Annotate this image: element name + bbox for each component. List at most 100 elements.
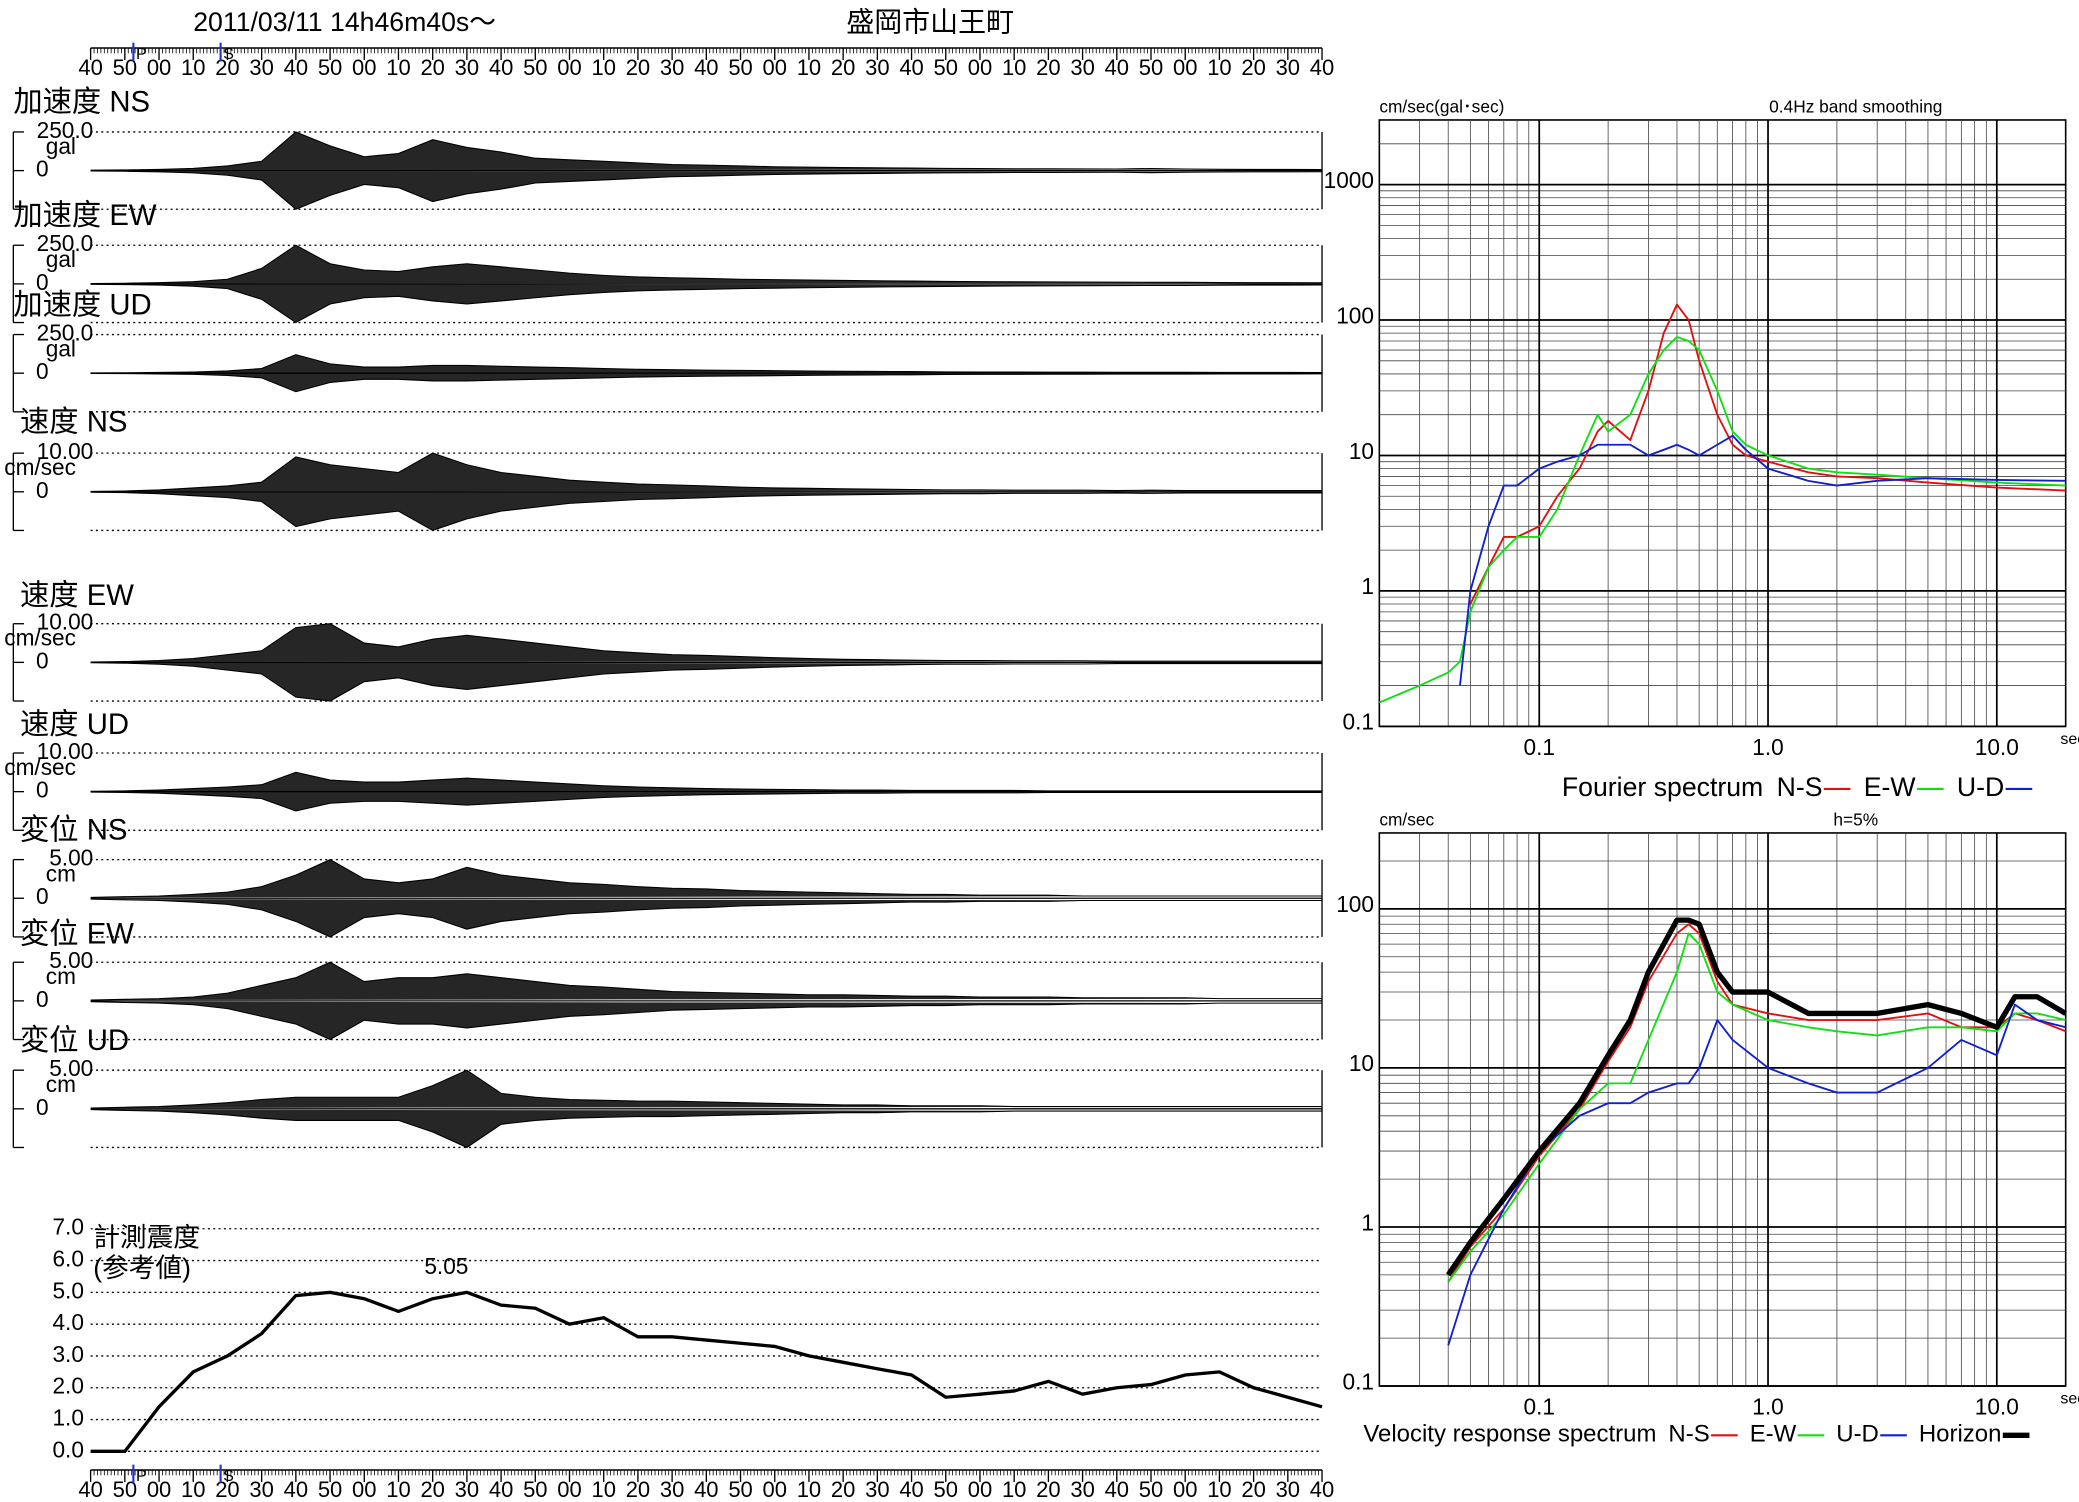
x-tick-label: 10 <box>797 1477 821 1502</box>
spectrum-line <box>1447 1003 2066 1346</box>
x-tick-label: 00 <box>1173 1477 1197 1502</box>
waveform-lower <box>90 283 1323 324</box>
spectrum-line <box>1447 923 2067 1283</box>
x-tick-label: 50 <box>728 55 752 80</box>
y-tick-label: 1 <box>1361 1209 1374 1235</box>
y-tick-label: 0 <box>36 986 49 1012</box>
x-tick-label: 50 <box>318 1477 342 1502</box>
y-tick-label: 1.0 <box>52 1405 83 1431</box>
x-tick-label: 00 <box>352 55 376 80</box>
x-tick-label: 0.1 <box>1524 1394 1555 1420</box>
plot-frame <box>1378 832 2067 1387</box>
y-tick-label: 0.1 <box>1343 1368 1374 1394</box>
x-tick-label: 40 <box>899 1477 923 1502</box>
station: 盛岡市山王町 <box>846 6 1014 37</box>
panel-title: 速度 EW <box>20 579 134 612</box>
y-tick-label: 10.00 <box>37 609 94 635</box>
phase-label: S <box>223 1468 234 1485</box>
unit-label: gal <box>46 336 76 362</box>
waveform-lower <box>90 491 1323 532</box>
x-tick-label: 30 <box>1070 55 1094 80</box>
spectrum-line <box>1446 917 2068 1277</box>
legend-title: Fourier spectrum <box>1562 772 1763 802</box>
y-tick-label: 3.0 <box>52 1341 83 1367</box>
x-tick-label: 00 <box>763 55 787 80</box>
note: h=5% <box>1833 810 1878 830</box>
x-tick-label: 20 <box>831 1477 855 1502</box>
panel-title: 速度 NS <box>20 406 127 439</box>
x-tick-label: 30 <box>1070 1477 1094 1502</box>
x-tick-label: 10 <box>1002 55 1026 80</box>
x-tick-label: 30 <box>660 55 684 80</box>
x-tick-label: 1.0 <box>1752 1394 1783 1420</box>
x-tick-label: 10 <box>181 1477 205 1502</box>
y-tick-label: 0 <box>36 156 49 182</box>
x-tick-label: 00 <box>968 1477 992 1502</box>
x-tick-label: 50 <box>1139 1477 1163 1502</box>
panel-title: 変位 NS <box>20 813 127 846</box>
y-tick-label: 10.00 <box>37 438 94 464</box>
x-tick-label: 30 <box>660 1477 684 1502</box>
x-tick-label: 50 <box>1139 55 1163 80</box>
x-tick-label: 40 <box>78 1477 102 1502</box>
datetime: 2011/03/11 14h46m40s〜 <box>193 7 496 37</box>
x-tick-label: 30 <box>455 1477 479 1502</box>
x-tick-label: 50 <box>523 55 547 80</box>
x-tick-label: 00 <box>557 55 581 80</box>
phase-label: S <box>223 46 234 63</box>
x-tick-label: 30 <box>865 1477 889 1502</box>
unit-label: cm <box>46 1071 76 1097</box>
waveform-upper <box>90 961 1323 1001</box>
x-tick-label: 20 <box>1036 55 1060 80</box>
x-tick-label: 40 <box>1105 1477 1129 1502</box>
chart-subtitle: (参考値) <box>93 1253 191 1283</box>
phase-label: P <box>136 46 147 63</box>
x-tick-label: 20 <box>1241 1477 1265 1502</box>
x-tick-label: 40 <box>489 55 513 80</box>
y-tick-label: 250.0 <box>37 117 94 143</box>
waveform-lower <box>90 791 1323 812</box>
y-tick-label: 0 <box>36 777 49 803</box>
spectrum-line <box>1459 434 2066 686</box>
legend-label: E-W <box>1750 1421 1797 1448</box>
x-tick-label: 10 <box>1207 55 1231 80</box>
x-unit-label: sec <box>2060 1391 2079 1408</box>
x-tick-label: 10.0 <box>1975 734 2019 760</box>
spectrum-line <box>1469 303 2066 605</box>
waveform-lower <box>90 372 1323 393</box>
y-tick-label: 0 <box>36 883 49 909</box>
y-tick-label: 0.1 <box>1343 709 1374 735</box>
x-tick-label: 20 <box>1036 1477 1060 1502</box>
x-tick-label: 10 <box>386 55 410 80</box>
y-tick-label: 5.00 <box>49 1055 93 1081</box>
x-tick-label: 30 <box>455 55 479 80</box>
y-tick-label: 10 <box>1349 1050 1374 1076</box>
y-axis-label: cm/sec <box>1379 810 1434 830</box>
y-axis-label: cm/sec(gal･sec) <box>1379 97 1504 117</box>
y-tick-label: 5.00 <box>49 947 93 973</box>
x-tick-label: 00 <box>763 1477 787 1502</box>
y-tick-label: 0 <box>36 647 49 673</box>
panel-title: 変位 UD <box>20 1024 129 1057</box>
unit-label: cm/sec <box>4 454 76 480</box>
y-tick-label: 5.00 <box>49 845 93 871</box>
unit-label: cm/sec <box>4 625 76 651</box>
intensity-line <box>90 1290 1323 1453</box>
x-tick-label: 10 <box>181 55 205 80</box>
unit-label: gal <box>46 133 76 159</box>
y-tick-label: 100 <box>1336 302 1374 328</box>
y-tick-label: 0.0 <box>52 1436 83 1462</box>
y-tick-label: 100 <box>1336 891 1374 917</box>
waveform-lower <box>90 1001 1323 1041</box>
waveform-upper <box>90 354 1323 374</box>
x-tick-label: 30 <box>249 1477 273 1502</box>
x-tick-label: 30 <box>1276 1477 1300 1502</box>
y-tick-label: 250.0 <box>37 230 94 256</box>
x-tick-label: 20 <box>831 55 855 80</box>
panel-title: 加速度 UD <box>13 288 151 321</box>
x-tick-label: 20 <box>1241 55 1265 80</box>
annotation: 5.05 <box>424 1253 468 1279</box>
x-tick-label: 30 <box>249 55 273 80</box>
